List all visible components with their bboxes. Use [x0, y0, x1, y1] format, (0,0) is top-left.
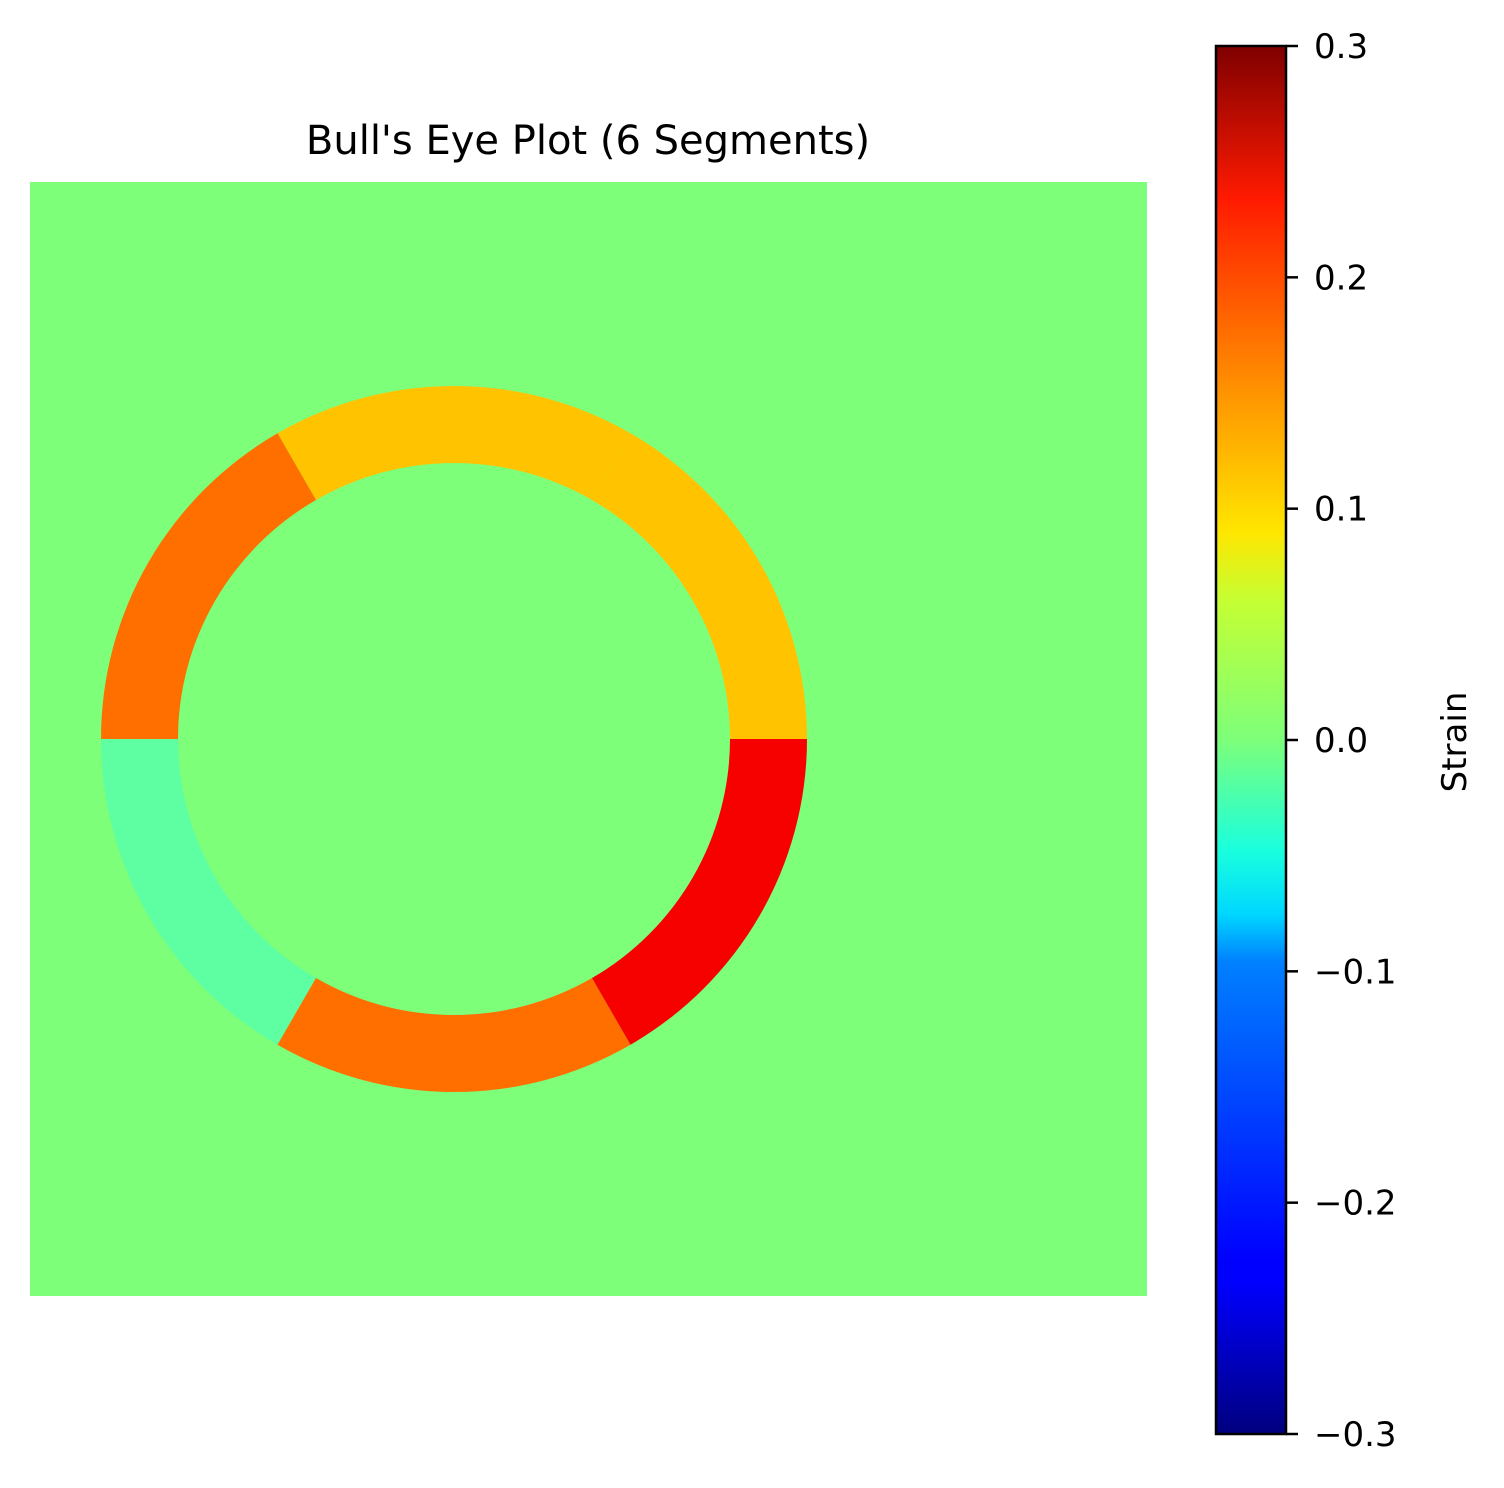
segment-3	[101, 433, 316, 739]
colorbar-tick-label: 0.2	[1314, 258, 1368, 298]
segment-2	[277, 385, 631, 500]
chart-title: Bull's Eye Plot (6 Segments)	[306, 118, 870, 164]
colorbar-tick-label: 0.3	[1314, 27, 1368, 67]
colorbar-tick-label: −0.3	[1314, 1415, 1397, 1455]
heatmap-background	[30, 182, 1147, 1296]
colorbar	[1214, 44, 1288, 1436]
segment-4	[101, 739, 316, 1045]
colorbar-label: Strain	[1435, 692, 1475, 793]
colorbar-tick-label: 0.0	[1314, 721, 1368, 761]
segment-6	[592, 739, 807, 1045]
segment-1	[592, 433, 807, 739]
colorbar-tick-label: 0.1	[1314, 490, 1368, 530]
colorbar-tick-label: −0.1	[1314, 952, 1397, 992]
colorbar-ticks: 0.3 0.2 0.1 0.0 −0.1 −0.2 −0.3	[1286, 27, 1397, 1455]
bulls-eye-segments	[101, 385, 807, 1092]
colorbar-tick-label: −0.2	[1314, 1184, 1397, 1224]
segment-5	[277, 978, 631, 1092]
